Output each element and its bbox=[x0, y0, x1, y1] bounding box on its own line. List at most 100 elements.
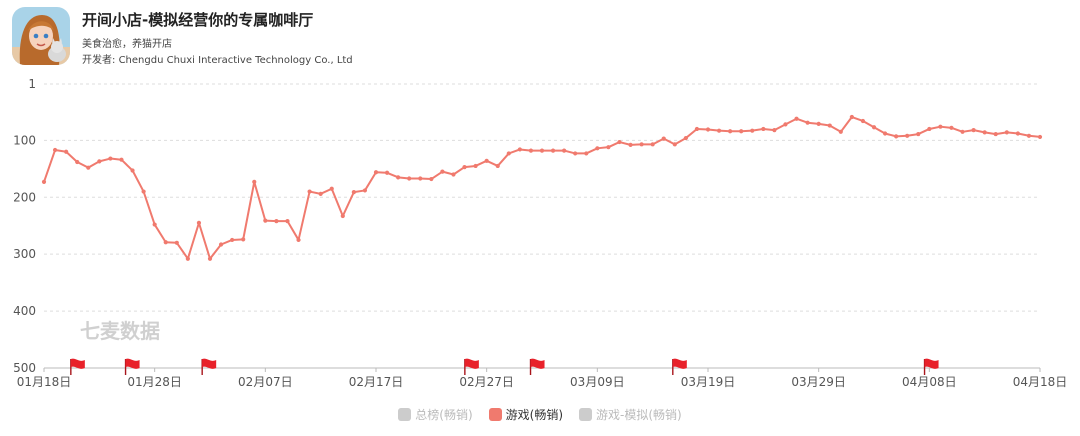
data-point[interactable] bbox=[396, 175, 401, 180]
data-point[interactable] bbox=[119, 157, 124, 162]
data-point[interactable] bbox=[517, 147, 522, 152]
legend-item-overall[interactable]: 总榜(畅销) bbox=[398, 406, 473, 423]
legend-item-games[interactable]: 游戏(畅销) bbox=[488, 406, 563, 423]
data-point[interactable] bbox=[705, 127, 711, 132]
data-point[interactable] bbox=[894, 134, 899, 139]
data-point[interactable] bbox=[672, 142, 677, 147]
data-point[interactable] bbox=[993, 131, 998, 137]
data-point[interactable] bbox=[750, 128, 755, 133]
data-point[interactable] bbox=[440, 169, 445, 174]
data-point[interactable] bbox=[783, 122, 788, 127]
data-point[interactable] bbox=[484, 158, 489, 163]
data-point[interactable] bbox=[108, 156, 113, 161]
data-point[interactable] bbox=[296, 237, 301, 243]
data-point[interactable] bbox=[916, 131, 921, 137]
data-point[interactable] bbox=[639, 142, 644, 147]
data-point[interactable] bbox=[196, 220, 202, 225]
event-flag-icon[interactable] bbox=[201, 358, 217, 375]
data-point[interactable] bbox=[473, 163, 478, 169]
data-point[interactable] bbox=[871, 125, 877, 130]
data-point[interactable] bbox=[451, 172, 456, 177]
data-point[interactable] bbox=[683, 135, 688, 141]
data-point[interactable] bbox=[739, 129, 744, 134]
data-point[interactable] bbox=[285, 219, 290, 224]
data-point[interactable] bbox=[617, 139, 622, 145]
data-point[interactable] bbox=[661, 136, 666, 141]
data-point[interactable] bbox=[982, 130, 987, 135]
event-flag-icon[interactable] bbox=[672, 358, 687, 375]
data-point[interactable] bbox=[728, 129, 733, 134]
data-point[interactable] bbox=[52, 147, 58, 153]
data-point[interactable] bbox=[429, 176, 434, 182]
data-point[interactable] bbox=[960, 129, 965, 134]
data-point[interactable] bbox=[241, 237, 246, 242]
data-point[interactable] bbox=[218, 242, 224, 247]
event-flag-icon[interactable] bbox=[464, 358, 479, 375]
data-point[interactable] bbox=[805, 120, 810, 125]
data-point[interactable] bbox=[816, 121, 821, 126]
data-point[interactable] bbox=[207, 256, 213, 261]
data-point[interactable] bbox=[550, 148, 556, 153]
data-point[interactable] bbox=[938, 124, 943, 129]
data-point[interactable] bbox=[185, 256, 190, 261]
data-point[interactable] bbox=[1037, 134, 1043, 140]
data-point[interactable] bbox=[761, 126, 766, 132]
data-point[interactable] bbox=[86, 165, 91, 170]
data-point[interactable] bbox=[650, 142, 655, 147]
data-point[interactable] bbox=[152, 222, 157, 227]
data-point[interactable] bbox=[838, 129, 843, 134]
data-point[interactable] bbox=[41, 179, 47, 184]
data-point[interactable] bbox=[274, 219, 279, 224]
data-point[interactable] bbox=[141, 189, 146, 194]
legend-item-simulation[interactable]: 游戏-模拟(畅销) bbox=[579, 406, 682, 423]
data-point[interactable] bbox=[252, 179, 257, 184]
data-point[interactable] bbox=[163, 240, 168, 245]
event-flag-icon[interactable] bbox=[923, 358, 939, 375]
data-point[interactable] bbox=[628, 142, 633, 147]
data-point[interactable] bbox=[174, 240, 179, 245]
data-point[interactable] bbox=[905, 133, 910, 138]
data-point[interactable] bbox=[307, 189, 312, 194]
data-point[interactable] bbox=[539, 148, 545, 153]
data-point[interactable] bbox=[528, 148, 534, 153]
data-point[interactable] bbox=[130, 168, 135, 173]
data-point[interactable] bbox=[407, 176, 412, 181]
data-point[interactable] bbox=[772, 128, 777, 133]
data-point[interactable] bbox=[606, 145, 611, 150]
data-point[interactable] bbox=[716, 128, 722, 133]
data-point[interactable] bbox=[1026, 133, 1032, 138]
data-point[interactable] bbox=[362, 188, 368, 193]
data-point[interactable] bbox=[562, 148, 567, 153]
data-point[interactable] bbox=[340, 213, 345, 219]
event-flag-icon[interactable] bbox=[124, 358, 140, 375]
data-point[interactable] bbox=[1015, 131, 1020, 136]
data-point[interactable] bbox=[230, 237, 235, 243]
data-point[interactable] bbox=[584, 151, 589, 156]
event-flag-icon[interactable] bbox=[70, 358, 85, 375]
data-point[interactable] bbox=[949, 125, 954, 130]
data-point[interactable] bbox=[794, 116, 799, 121]
data-point[interactable] bbox=[418, 176, 423, 181]
data-point[interactable] bbox=[573, 151, 578, 156]
data-point[interactable] bbox=[263, 218, 268, 223]
data-point[interactable] bbox=[64, 149, 69, 154]
data-point[interactable] bbox=[462, 164, 467, 170]
data-point[interactable] bbox=[329, 186, 334, 191]
data-point[interactable] bbox=[1004, 130, 1009, 135]
data-point[interactable] bbox=[373, 170, 379, 175]
data-point[interactable] bbox=[971, 128, 976, 133]
data-point[interactable] bbox=[694, 126, 700, 132]
data-point[interactable] bbox=[495, 163, 500, 169]
data-point[interactable] bbox=[97, 159, 102, 164]
data-point[interactable] bbox=[849, 114, 854, 120]
data-point[interactable] bbox=[595, 146, 600, 151]
data-point[interactable] bbox=[351, 190, 356, 195]
data-point[interactable] bbox=[384, 170, 390, 175]
data-point[interactable] bbox=[927, 126, 932, 132]
data-point[interactable] bbox=[827, 123, 832, 128]
data-point[interactable] bbox=[318, 191, 323, 196]
data-point[interactable] bbox=[860, 118, 866, 124]
data-point[interactable] bbox=[75, 159, 80, 165]
event-flag-icon[interactable] bbox=[529, 358, 545, 375]
data-point[interactable] bbox=[882, 131, 888, 136]
